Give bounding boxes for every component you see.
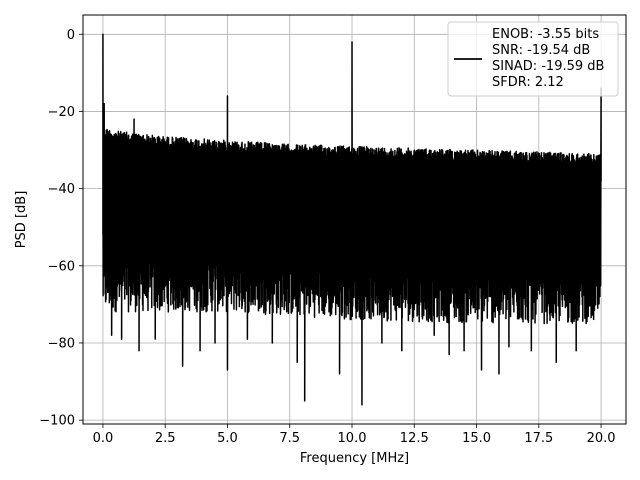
legend-label: SNR: -19.54 dB	[492, 43, 590, 58]
x-tick-label: 7.5	[279, 431, 300, 446]
y-tick-label: −80	[48, 336, 75, 351]
legend-label: ENOB: -3.55 bits	[492, 27, 599, 42]
y-axis: 0 −20 −40 −60 −80 −100	[39, 28, 83, 429]
y-tick-label: −40	[48, 182, 75, 197]
y-tick-label: −100	[39, 414, 75, 429]
x-tick-label: 5.0	[217, 431, 238, 446]
y-tick-label: 0	[67, 28, 75, 43]
psd-series-line	[102, 33, 602, 406]
plot-frame	[82, 14, 627, 425]
x-tick-label: 15.0	[462, 431, 491, 446]
legend-label: SFDR: 2.12	[492, 75, 564, 90]
x-tick-label: 0.0	[93, 431, 114, 446]
x-tick-label: 10.0	[338, 431, 367, 446]
y-tick-label: −60	[48, 259, 75, 274]
x-tick-label: 2.5	[155, 431, 176, 446]
plot-area	[102, 33, 602, 406]
x-tick-label: 17.5	[524, 431, 553, 446]
x-tick-label: 20.0	[587, 431, 616, 446]
y-axis-label: PSD [dB]	[14, 191, 29, 249]
x-tick-label: 12.5	[400, 431, 429, 446]
y-tick-label: −20	[48, 105, 75, 120]
legend-box	[447, 21, 619, 97]
legend-label: SINAD: -19.59 dB	[492, 59, 604, 74]
x-axis: 0.0 2.5 5.0 7.5 10.0 12.5 15.0 17.5 20.0	[93, 424, 616, 446]
x-axis-label: Frequency [MHz]	[300, 451, 409, 466]
